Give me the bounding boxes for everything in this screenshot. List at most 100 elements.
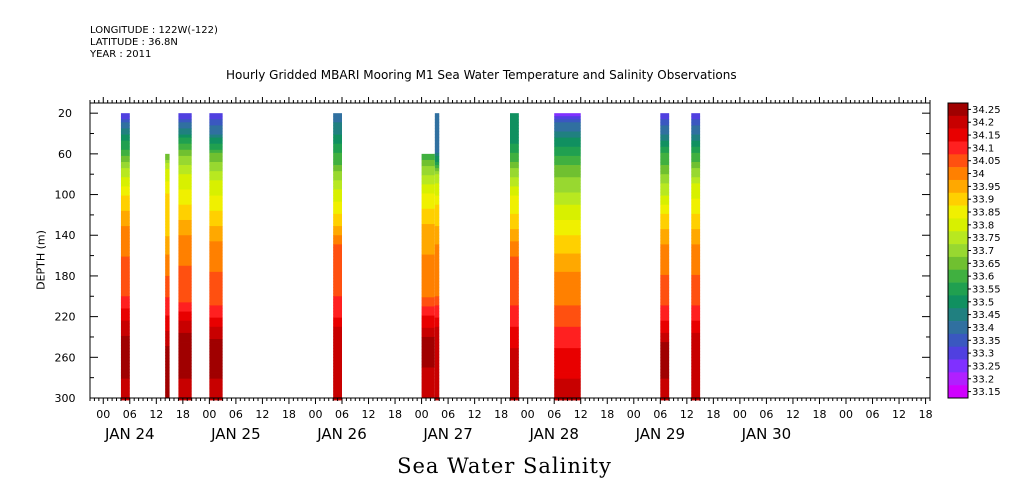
salinity-cell: [178, 351, 192, 355]
salinity-cell: [120, 155, 130, 160]
salinity-cell: [209, 265, 223, 270]
salinity-cell: [691, 281, 701, 285]
salinity-cell: [333, 290, 342, 294]
salinity-cell: [165, 214, 170, 219]
salinity-cell: [554, 351, 581, 355]
salinity-cell: [120, 134, 130, 138]
salinity-cell: [333, 277, 342, 282]
salinity-cell: [510, 162, 519, 166]
salinity-cell: [434, 192, 440, 196]
y-tick-label: 140: [55, 229, 76, 242]
salinity-cell: [660, 204, 670, 209]
salinity-cell: [554, 155, 581, 160]
salinity-cell: [209, 235, 223, 239]
salinity-cell: [120, 125, 130, 129]
colorbar-label: 34.2: [972, 118, 994, 129]
salinity-cell: [421, 321, 435, 326]
x-tick-label: 18: [176, 408, 190, 421]
salinity-cell: [691, 372, 701, 377]
salinity-cell: [691, 308, 701, 312]
salinity-cell: [120, 213, 130, 218]
longitude-label: LONGITUDE : 122W(-122): [90, 25, 218, 36]
salinity-cell: [333, 171, 342, 175]
profile-9: [660, 113, 670, 401]
salinity-cell: [209, 210, 223, 215]
salinity-cell: [178, 122, 192, 126]
salinity-cell: [510, 146, 519, 151]
salinity-cell: [660, 241, 670, 245]
salinity-cell: [421, 248, 435, 252]
salinity-cell: [434, 332, 440, 337]
salinity-cell: [510, 326, 519, 331]
salinity-cell: [660, 213, 670, 218]
salinity-cell: [120, 207, 130, 212]
salinity-cell: [333, 262, 342, 267]
salinity-cell: [178, 320, 192, 325]
salinity-cell: [510, 152, 519, 157]
salinity-cell: [434, 229, 440, 233]
salinity-cell: [120, 293, 130, 297]
salinity-cell: [691, 189, 701, 193]
salinity-cell: [510, 143, 519, 148]
salinity-cell: [510, 247, 519, 251]
salinity-cell: [421, 333, 435, 338]
salinity-cell: [178, 116, 192, 120]
salinity-cell: [421, 324, 435, 329]
colorbar-label: 33.4: [972, 323, 994, 334]
salinity-cell: [333, 235, 342, 239]
salinity-cell: [510, 271, 519, 276]
salinity-cell: [165, 321, 170, 326]
salinity-cell: [421, 257, 435, 262]
salinity-cell: [510, 387, 519, 392]
salinity-cell: [660, 262, 670, 267]
salinity-cell: [421, 242, 435, 246]
salinity-cell: [434, 137, 440, 142]
x-tick-label: 18: [600, 408, 614, 421]
salinity-cell: [554, 125, 581, 129]
salinity-cell: [333, 393, 342, 398]
x-tick-label: 00: [627, 408, 641, 421]
salinity-cell: [554, 253, 581, 258]
salinity-cell: [165, 306, 170, 310]
salinity-cell: [660, 210, 670, 215]
salinity-cell: [554, 348, 581, 352]
salinity-cell: [209, 247, 223, 251]
profile-3: [209, 113, 223, 401]
salinity-cell: [178, 290, 192, 294]
salinity-cell: [421, 343, 435, 347]
salinity-cell: [660, 335, 670, 340]
date-label: JAN 28: [528, 425, 579, 443]
salinity-cell: [554, 171, 581, 175]
salinity-cell: [434, 293, 440, 297]
salinity-cell: [434, 308, 440, 312]
salinity-cell: [120, 229, 130, 233]
salinity-cell: [510, 345, 519, 349]
salinity-cell: [434, 396, 440, 401]
x-tick-label: 18: [494, 408, 508, 421]
salinity-cell: [120, 302, 130, 306]
salinity-cell: [178, 259, 192, 264]
colorbar-label: 34.05: [972, 156, 1001, 167]
salinity-cell: [434, 351, 440, 355]
salinity-cell: [691, 342, 701, 346]
salinity-cell: [510, 393, 519, 398]
salinity-cell: [178, 317, 192, 322]
salinity-cell: [421, 275, 435, 280]
salinity-cell: [333, 165, 342, 169]
salinity-cell: [421, 239, 435, 243]
salinity-cell: [165, 153, 170, 158]
salinity-cell: [691, 284, 701, 288]
salinity-cell: [434, 342, 440, 346]
salinity-cell: [660, 216, 670, 221]
salinity-cell: [691, 143, 701, 148]
salinity-cell: [510, 284, 519, 288]
salinity-cell: [178, 271, 192, 276]
salinity-cell: [120, 253, 130, 258]
salinity-cell: [209, 384, 223, 389]
salinity-cell: [120, 244, 130, 248]
salinity-cell: [333, 302, 342, 306]
salinity-cell: [209, 241, 223, 245]
salinity-cell: [178, 143, 192, 148]
salinity-cell: [554, 235, 581, 239]
colorbar-swatch: [948, 192, 968, 206]
